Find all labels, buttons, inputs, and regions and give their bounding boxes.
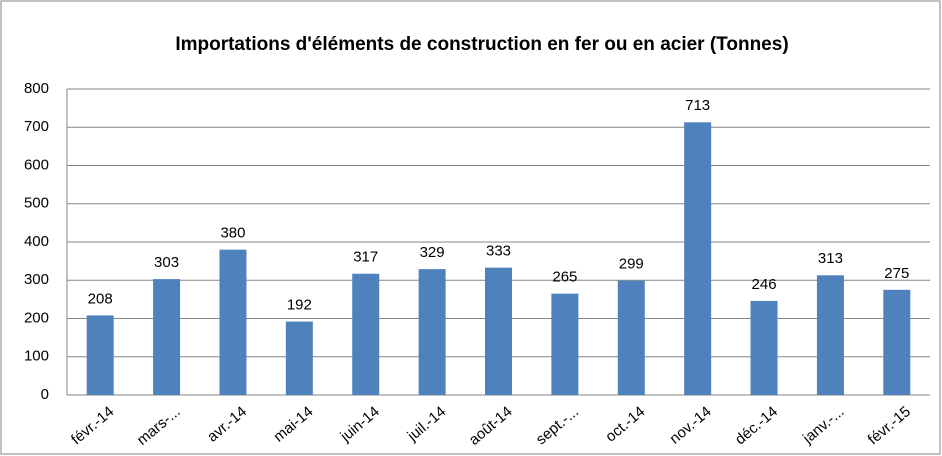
data-label: 265 [552, 269, 577, 286]
data-label: 303 [154, 254, 179, 271]
data-label: 313 [818, 250, 843, 267]
data-label: 329 [420, 244, 445, 261]
bar [86, 315, 114, 395]
y-tick-label: 0 [41, 386, 49, 403]
y-tick-label: 500 [24, 195, 49, 212]
data-label: 317 [353, 249, 378, 266]
data-label: 208 [88, 290, 113, 307]
y-tick-label: 700 [24, 118, 49, 135]
bar [684, 122, 712, 395]
bar [551, 293, 579, 395]
bar [153, 279, 181, 395]
data-label: 192 [287, 297, 312, 314]
y-tick-label: 400 [24, 233, 49, 250]
y-tick-label: 200 [24, 309, 49, 326]
data-label: 299 [619, 256, 644, 273]
bar [485, 267, 512, 395]
bar [883, 289, 911, 395]
bar [352, 273, 380, 395]
y-tick-label: 300 [24, 271, 49, 288]
data-label: 275 [884, 265, 909, 282]
data-label: 380 [220, 225, 245, 242]
bar [617, 280, 645, 395]
data-label: 713 [685, 97, 710, 114]
data-label: 246 [752, 276, 777, 293]
bar [750, 300, 778, 395]
y-tick-label: 100 [24, 348, 49, 365]
bar [816, 275, 844, 395]
bar [285, 321, 313, 395]
bar [219, 249, 247, 395]
data-label: 333 [486, 243, 511, 260]
chart-title: Importations d'éléments de construction … [175, 34, 788, 55]
bar [418, 269, 446, 395]
y-tick-label: 800 [24, 80, 49, 97]
y-tick-label: 600 [24, 156, 49, 173]
